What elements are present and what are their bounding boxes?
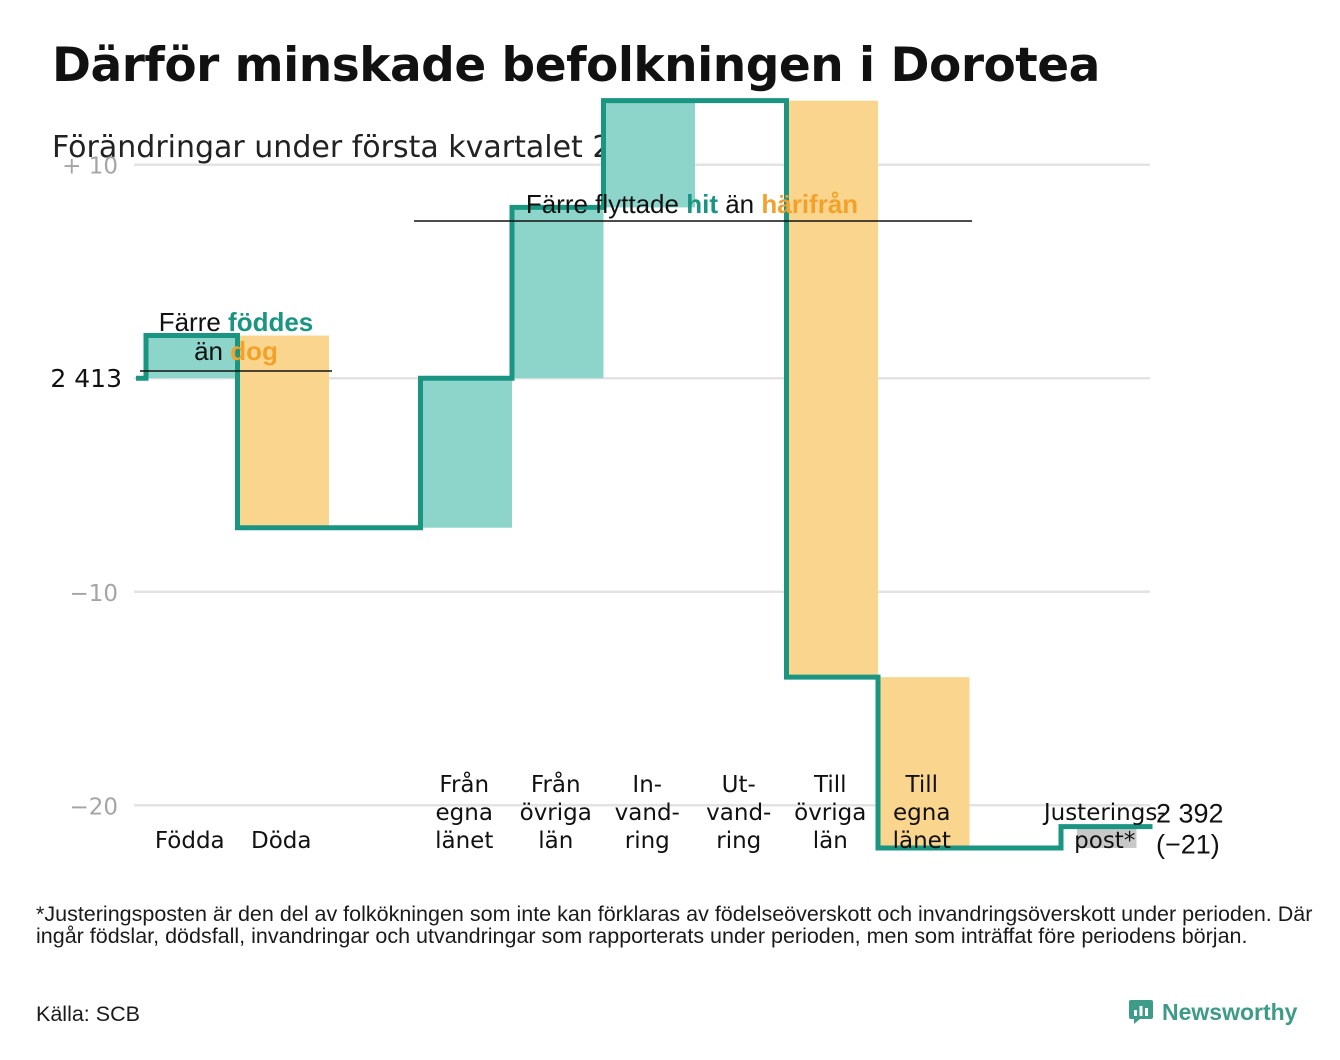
births-annotation: Färre föddes <box>159 307 314 337</box>
category-label: ring <box>716 828 761 854</box>
waterfall-bar <box>603 100 695 208</box>
source-note: Källa: SCB <box>36 1002 140 1026</box>
waterfall-bar <box>878 677 970 848</box>
migration-annotation: Färre flyttade hit än härifrån <box>526 189 858 219</box>
category-label: Ut- <box>722 772 756 798</box>
category-label: In- <box>632 772 662 798</box>
category-label: vand- <box>706 800 771 826</box>
running-total-line <box>136 98 1153 851</box>
category-label: Från <box>439 770 489 798</box>
end-value-label: 2 392 <box>1156 799 1224 829</box>
newsworthy-logo: Newsworthy <box>1128 998 1297 1026</box>
brand-name: Newsworthy <box>1162 998 1298 1025</box>
waterfall-chart: + 102 413−10−20 2 392(−21)Födda DödaFråneg… <box>50 98 1224 860</box>
births-annotation-part: än <box>194 336 230 366</box>
chart-title: Därför minskade befolkningen i Dorotea <box>52 38 1100 93</box>
migration-annotation-part: hit <box>686 189 718 219</box>
y-tick-label: −10 <box>69 581 118 607</box>
category-label: Till <box>904 772 938 798</box>
y-tick-label: + 10 <box>62 154 118 180</box>
category-label: länet <box>435 828 493 854</box>
category-label: egna <box>436 800 493 826</box>
births-annotation: än dog <box>194 336 278 366</box>
footnote: *Justeringsposten är den del av folkökni… <box>36 902 1313 948</box>
births-annotation-part: Färre <box>159 307 228 337</box>
category-label: Från <box>531 770 581 798</box>
category-label: vand- <box>615 800 680 826</box>
category-label: Till <box>813 772 847 798</box>
category-label: övriga <box>520 800 592 826</box>
category-label: post* <box>1074 828 1135 854</box>
category-label: län <box>813 828 848 854</box>
chart-subtitle: Förändringar under första kvartalet 2023 <box>52 130 669 165</box>
category-label: län <box>538 828 573 854</box>
category-label: Födda <box>155 828 225 854</box>
waterfall-bar <box>420 378 512 528</box>
category-label: ring <box>625 828 670 854</box>
waterfall-bar <box>237 335 329 528</box>
category-label: Justerings- <box>1042 800 1166 826</box>
births-annotation-part: dog <box>230 336 278 366</box>
category-label: länet <box>893 828 951 854</box>
newsworthy-icon <box>1129 1000 1153 1024</box>
migration-annotation-part: härifrån <box>761 189 858 219</box>
waterfall-bar <box>512 207 604 379</box>
category-label: egna <box>893 800 950 826</box>
waterfall-bar <box>1077 826 1137 848</box>
migration-annotation-part: Färre flyttade <box>526 189 686 219</box>
end-change-label: (−21) <box>1156 830 1220 860</box>
category-label: Döda <box>251 828 311 854</box>
births-annotation-part: föddes <box>228 307 313 337</box>
migration-annotation-part: än <box>718 189 761 219</box>
y-tick-label: −20 <box>69 794 118 820</box>
start-value-label: 2 413 <box>50 364 122 393</box>
category-label: övriga <box>794 800 866 826</box>
waterfall-bar <box>786 100 878 678</box>
